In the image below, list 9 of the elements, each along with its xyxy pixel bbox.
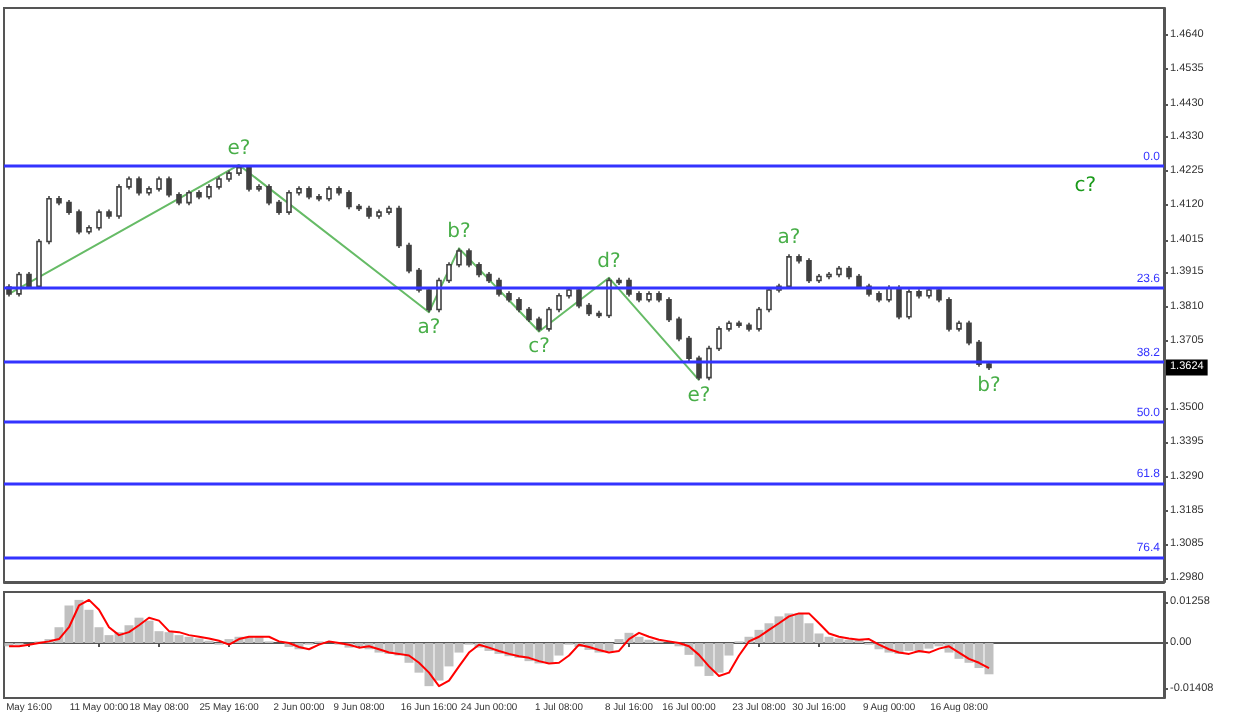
text: c? <box>528 336 550 359</box>
text: a? <box>777 227 801 250</box>
text: b? <box>447 221 471 244</box>
text: b? <box>977 375 1001 398</box>
text: d? <box>597 250 621 273</box>
text: e? <box>227 137 251 160</box>
annotation: c? <box>1074 175 1097 197</box>
text: a? <box>417 317 441 340</box>
text: e? <box>687 385 711 408</box>
